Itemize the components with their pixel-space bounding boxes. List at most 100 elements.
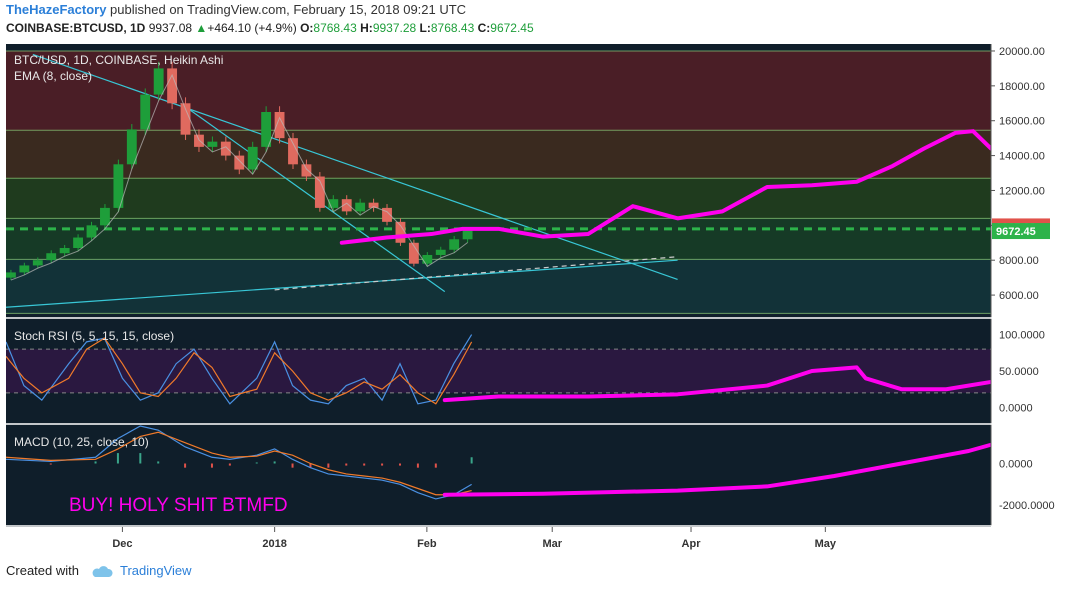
symbol-line: COINBASE:BTCUSD, 1D 9937.08 ▲+464.10 (+4… <box>6 21 534 35</box>
candle-body <box>449 239 460 250</box>
chart-svg[interactable]: 20000.00 18000.00 16000.00 14000.00 12000.00… <box>5 44 1067 553</box>
tradingview-link[interactable]: TradingView <box>120 563 192 578</box>
annotation-text: BUY! HOLY SHIT BTMFD <box>69 495 288 516</box>
macd-histogram-bar <box>49 463 52 465</box>
low-value: 8768.43 <box>430 21 475 35</box>
macd-histogram-bar <box>184 463 187 468</box>
trendline <box>180 102 446 293</box>
macd-histogram-bar <box>255 462 258 464</box>
stoch-tick-label: 100.0000 <box>999 330 1045 342</box>
macd-histogram-bar <box>399 463 401 466</box>
fib-zone <box>6 259 991 314</box>
candle-body <box>247 146 258 170</box>
candle-body <box>462 230 473 240</box>
macd-histogram-bar <box>470 457 473 464</box>
time-tick-label: Feb <box>417 538 437 550</box>
macd-histogram-bar <box>434 463 437 468</box>
macd-signal-line <box>5 431 472 496</box>
macd-histogram-bar <box>309 463 312 468</box>
projection-drawing <box>339 129 993 245</box>
candle-body <box>126 129 137 165</box>
price-tag-label: 9672.45 <box>996 226 1036 238</box>
candle-body <box>328 199 339 208</box>
macd-histogram-bar <box>291 463 294 468</box>
candle-body <box>46 253 57 261</box>
stoch-d-line <box>5 337 473 405</box>
main-price-pane <box>5 50 993 314</box>
stoch-band <box>6 349 991 393</box>
macd-histogram-bar <box>327 463 330 468</box>
time-tick-label: 2018 <box>262 538 286 550</box>
trendline <box>32 53 678 280</box>
tradingview-cloud-icon <box>92 565 113 577</box>
macd-histogram-bar <box>94 461 97 464</box>
stoch-title: Stoch RSI (5, 5, 15, 15, close) <box>14 329 174 343</box>
chart-area[interactable]: 20000.00 18000.00 16000.00 14000.00 12000.00… <box>5 44 1067 553</box>
candle-body <box>395 221 406 243</box>
author-link[interactable]: TheHazeFactory <box>6 2 107 17</box>
candle-body <box>408 242 419 264</box>
high-value: 9937.28 <box>372 21 417 35</box>
candle-body <box>86 225 97 238</box>
candle-body <box>167 68 178 104</box>
macd-title: MACD (10, 25, close, 10) <box>14 435 149 449</box>
stoch-rsi-pane <box>5 334 1067 405</box>
last-price: 9937.08 <box>148 21 193 35</box>
publish-text: published on TradingView.com, February 1… <box>110 2 467 17</box>
price-tick-label: 16000.00 <box>999 116 1045 128</box>
candle-body <box>194 134 204 147</box>
close-label: C: <box>477 21 491 35</box>
macd-histogram-bar <box>363 463 366 466</box>
price-tick-label: 12000.00 <box>999 185 1045 197</box>
candle-body <box>355 202 366 212</box>
time-tick-label: Dec <box>112 538 132 550</box>
close-value: 9672.45 <box>490 21 534 35</box>
price-tick-label: 20000.00 <box>999 46 1045 58</box>
macd-histogram-bar <box>416 463 419 468</box>
macd-histogram-bar <box>157 461 160 464</box>
candle-body <box>180 103 191 135</box>
price-tick-label: 8000.00 <box>999 255 1039 267</box>
publish-line: TheHazeFactory published on TradingView.… <box>6 2 466 17</box>
macd-histogram-bar <box>210 463 213 468</box>
trendline <box>274 256 678 291</box>
ema-line <box>10 73 468 281</box>
macd-pane <box>5 425 993 500</box>
candle-body <box>234 155 245 170</box>
open-label: O: <box>300 21 314 35</box>
time-axis: Dec 2018 Feb Mar Apr May <box>6 527 1061 553</box>
price-tick-label: 6000.00 <box>999 290 1039 302</box>
time-axis-background <box>6 527 1061 553</box>
candle-body <box>288 138 298 165</box>
fib-zone <box>6 218 991 260</box>
candle-body <box>100 207 110 226</box>
candle-body <box>32 260 43 266</box>
created-with-text: Created with <box>6 563 79 578</box>
symbol-text: COINBASE:BTCUSD, 1D <box>6 21 146 35</box>
candle-body <box>422 254 433 264</box>
macd-histogram-bar <box>273 461 276 464</box>
candle-body <box>435 249 446 255</box>
candle-body <box>113 164 124 208</box>
price-tick-label: 18000.00 <box>999 81 1045 93</box>
candle-body <box>314 176 325 208</box>
time-tick-label: May <box>815 538 837 550</box>
macd-histogram-bar <box>139 453 142 464</box>
macd-tick-label: -2000.0000 <box>999 500 1055 512</box>
candle-body <box>207 141 218 147</box>
macd-histogram-bar <box>345 463 348 466</box>
price-axis: 20000.00 18000.00 16000.00 14000.00 12000.00… <box>990 44 1061 553</box>
time-tick-label: Mar <box>542 538 562 550</box>
stoch-tick-label: 50.0000 <box>999 366 1039 378</box>
macd-histogram-bar <box>228 463 231 466</box>
high-label: H: <box>360 21 373 35</box>
stoch-k-line <box>5 334 473 405</box>
fib-zone <box>6 130 991 179</box>
price-tick-label: 14000.00 <box>999 151 1045 163</box>
stoch-tick-label: 0.0000 <box>999 402 1033 414</box>
candle-body <box>140 94 151 130</box>
macd-line <box>5 425 472 500</box>
candle-body <box>153 68 164 95</box>
macd-drawing <box>442 442 993 497</box>
candle-body <box>19 265 30 273</box>
